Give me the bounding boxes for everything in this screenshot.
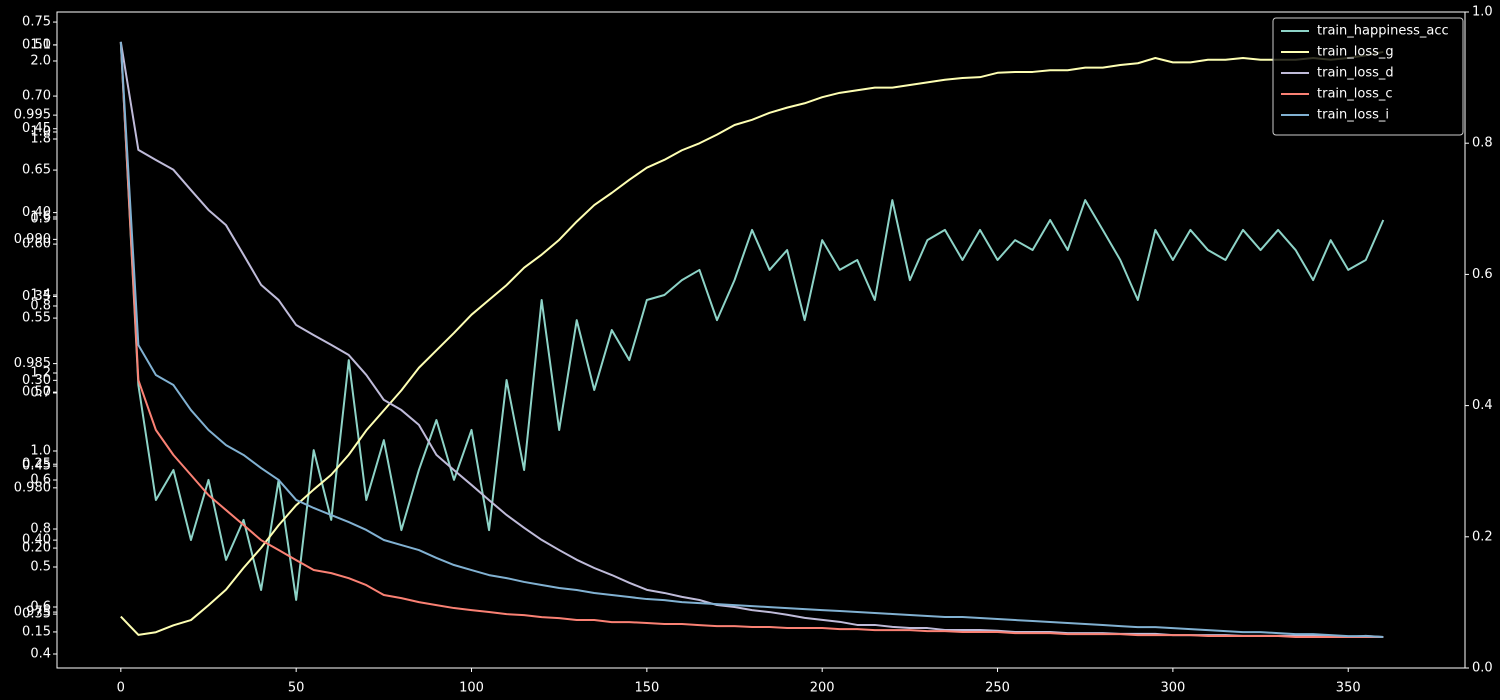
y-tick-label: 0.45 [22,121,51,136]
legend-box [1272,17,1464,136]
y-tick-label: 0.20 [22,541,51,556]
y-tick-label: 0.985 [14,356,51,371]
y-tick-label: 0.75 [22,15,51,30]
y-tick-label: 0.975 [14,605,51,620]
y-tick-label: 2.0 [30,53,51,68]
series-line [119,42,1385,601]
y-tick-label: 0.7 [30,385,51,400]
legend: train_happiness_acc train_loss_g train_los… [1272,17,1464,136]
y-tick-label: 0.35 [22,289,51,304]
y-tick-label: 0.60 [22,237,51,252]
x-tick-label: 0 [117,681,125,696]
y2-tick-label: 0.0 [1472,661,1493,676]
x-tick-label: 300 [1160,681,1185,696]
x-tick-label: 100 [459,681,484,696]
x-tick-label: 200 [810,681,835,696]
series-line [119,41,1384,639]
y-tick-label: 0.25 [22,457,51,472]
y-tick-label: 1.0 [30,124,51,139]
x-tick-label: 250 [985,681,1010,696]
y2-tick-label: 0.2 [1472,529,1493,544]
y-tick-label: 1.2 [30,365,51,380]
y-tick-label: 1.8 [30,131,51,146]
y-tick-label: 0.5 [30,559,51,574]
y-tick-label: 0.35 [22,607,51,622]
y-tick-label: 0.40 [22,533,51,548]
y-tick-label: 1.4 [30,287,51,302]
legend-label: train_happiness_acc [1317,24,1449,39]
x-tick-label: 50 [288,681,305,696]
legend-label: train_loss_c [1317,87,1393,102]
y2-tick-label: 1.0 [1472,5,1493,20]
y-tick-label: 1.0 [30,443,51,458]
legend-label: train_loss_g [1317,45,1394,60]
legend-label: train_loss_i [1317,108,1389,123]
y2-tick-label: 0.6 [1472,267,1493,282]
x-tick-label: 150 [634,681,659,696]
y-tick-label: 0.990 [14,232,51,247]
y-tick-label: 0.50 [22,37,51,52]
y-tick-label: 0.995 [14,108,51,123]
plot-frame [56,11,1466,669]
y-tick-label: 0.40 [22,205,51,220]
y-tick-label: 0.6 [30,472,51,487]
y-tick-label: 0.15 [22,624,51,639]
y-tick-label: 0.8 [30,521,51,536]
y-tick-label: 0.45 [22,459,51,474]
legend-label: train_loss_d [1317,66,1394,81]
y-tick-label: 1.1 [30,37,51,52]
x-tick-label: 350 [1336,681,1361,696]
y2-tick-label: 0.4 [1472,398,1493,413]
y-tick-label: 0.9 [30,211,51,226]
y-tick-label: 0.50 [22,385,51,400]
series-line [120,50,1384,636]
y-tick-label: 0.55 [22,311,51,326]
y-tick-label: 0.4 [30,646,51,661]
y-tick-label: 0.70 [22,89,51,104]
y-tick-label: 0.8 [30,298,51,313]
y2-tick-label: 0.8 [1472,136,1493,151]
y-tick-label: 0.6 [30,600,51,615]
y-tick-label: 0.65 [22,163,51,178]
y-tick-label: 1.6 [30,209,51,224]
series-line [119,41,1384,638]
y-tick-label: 0.980 [14,480,51,495]
y-tick-label: 0.30 [22,373,51,388]
